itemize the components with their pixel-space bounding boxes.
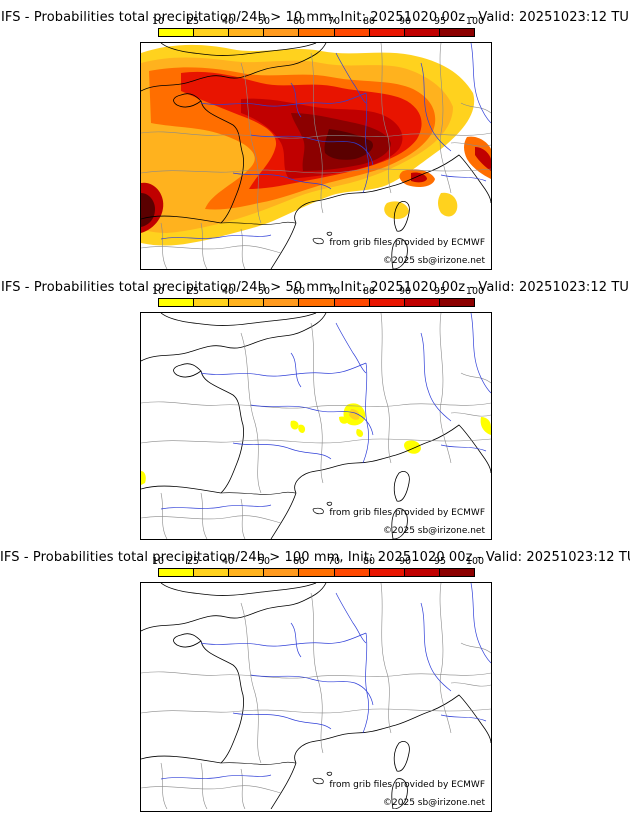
scale-label: 40 bbox=[221, 16, 235, 27]
scale-label: 50 bbox=[257, 286, 271, 297]
scale-label: 60 bbox=[292, 556, 306, 567]
scale-label: 95 bbox=[433, 16, 447, 27]
probability-scale-labels: 10 25 40 50 60 70 80 90 95 100 bbox=[152, 16, 484, 27]
scale-label: 40 bbox=[221, 556, 235, 567]
scale-color-cell bbox=[229, 569, 265, 576]
scale-label: 80 bbox=[362, 16, 376, 27]
scale-color-cell bbox=[299, 299, 335, 306]
scale-label: 10 bbox=[151, 286, 165, 297]
scale-color-cell bbox=[299, 569, 335, 576]
scale-color-cell bbox=[369, 299, 405, 306]
scale-color-cell bbox=[439, 569, 474, 576]
scale-label: 95 bbox=[433, 286, 447, 297]
scale-color-cell bbox=[159, 569, 195, 576]
scale-color-cell bbox=[334, 299, 370, 306]
scale-label: 90 bbox=[398, 286, 412, 297]
probability-scale-labels: 10 25 40 50 60 70 80 90 95 100 bbox=[152, 556, 484, 567]
scale-color-cell bbox=[159, 29, 195, 36]
scale-label: 90 bbox=[398, 556, 412, 567]
scale-label: 50 bbox=[257, 556, 271, 567]
scale-label: 25 bbox=[186, 556, 200, 567]
map-graphic bbox=[141, 583, 491, 809]
copyright-credit: ©2025 sb@irizone.net bbox=[383, 526, 485, 536]
scale-color-cell bbox=[404, 299, 440, 306]
scale-color-cell bbox=[194, 29, 230, 36]
scale-color-cell bbox=[439, 29, 474, 36]
scale-color-cell bbox=[369, 29, 405, 36]
scale-label: 100 bbox=[465, 556, 485, 567]
scale-color-cell bbox=[404, 569, 440, 576]
probability-color-scale bbox=[158, 568, 475, 577]
panel-title: IFS - Probabilities total precipitation/… bbox=[0, 10, 630, 25]
data-source-credit: from grib files provided by ECMWF bbox=[329, 508, 485, 518]
scale-color-cell bbox=[229, 299, 265, 306]
probability-scale-labels: 10 25 40 50 60 70 80 90 95 100 bbox=[152, 286, 484, 297]
precipitation-probability-map: from grib files provided by ECMWF ©2025 … bbox=[140, 582, 492, 812]
map-graphic bbox=[141, 313, 491, 539]
scale-color-cell bbox=[369, 569, 405, 576]
scale-label: 50 bbox=[257, 16, 271, 27]
scale-color-cell bbox=[194, 299, 230, 306]
data-source-credit: from grib files provided by ECMWF bbox=[329, 238, 485, 248]
scale-label: 70 bbox=[327, 556, 341, 567]
map-graphic bbox=[141, 43, 491, 269]
scale-label: 25 bbox=[186, 286, 200, 297]
probability-color-scale bbox=[158, 28, 475, 37]
scale-color-cell bbox=[299, 29, 335, 36]
scale-label: 10 bbox=[151, 556, 165, 567]
scale-label: 70 bbox=[327, 286, 341, 297]
scale-label: 80 bbox=[362, 556, 376, 567]
scale-label: 70 bbox=[327, 16, 341, 27]
scale-color-cell bbox=[439, 299, 474, 306]
scale-label: 40 bbox=[221, 286, 235, 297]
scale-label: 10 bbox=[151, 16, 165, 27]
scale-label: 80 bbox=[362, 286, 376, 297]
probability-color-scale bbox=[158, 298, 475, 307]
panel-title: IFS - Probabilities total precipitation/… bbox=[0, 280, 630, 295]
scale-color-cell bbox=[334, 29, 370, 36]
forecast-panel-50mm: IFS - Probabilities total precipitation/… bbox=[0, 270, 630, 540]
precipitation-probability-map: from grib files provided by ECMWF ©2025 … bbox=[140, 42, 492, 270]
scale-color-cell bbox=[334, 569, 370, 576]
scale-color-cell bbox=[194, 569, 230, 576]
scale-label: 100 bbox=[465, 16, 485, 27]
scale-color-cell bbox=[264, 299, 300, 306]
scale-label: 100 bbox=[465, 286, 485, 297]
scale-color-cell bbox=[264, 29, 300, 36]
scale-color-cell bbox=[229, 29, 265, 36]
data-source-credit: from grib files provided by ECMWF bbox=[329, 780, 485, 790]
scale-label: 60 bbox=[292, 286, 306, 297]
forecast-panel-10mm: IFS - Probabilities total precipitation/… bbox=[0, 0, 630, 270]
scale-label: 60 bbox=[292, 16, 306, 27]
scale-color-cell bbox=[264, 569, 300, 576]
precipitation-probability-map: from grib files provided by ECMWF ©2025 … bbox=[140, 312, 492, 540]
forecast-panel-100mm: IFS - Probabilities total precipitation/… bbox=[0, 540, 630, 812]
scale-color-cell bbox=[159, 299, 195, 306]
scale-label: 90 bbox=[398, 16, 412, 27]
copyright-credit: ©2025 sb@irizone.net bbox=[383, 798, 485, 808]
scale-label: 95 bbox=[433, 556, 447, 567]
copyright-credit: ©2025 sb@irizone.net bbox=[383, 256, 485, 266]
panel-title: IFS - Probabilities total precipitation/… bbox=[0, 550, 630, 565]
scale-label: 25 bbox=[186, 16, 200, 27]
scale-color-cell bbox=[404, 29, 440, 36]
